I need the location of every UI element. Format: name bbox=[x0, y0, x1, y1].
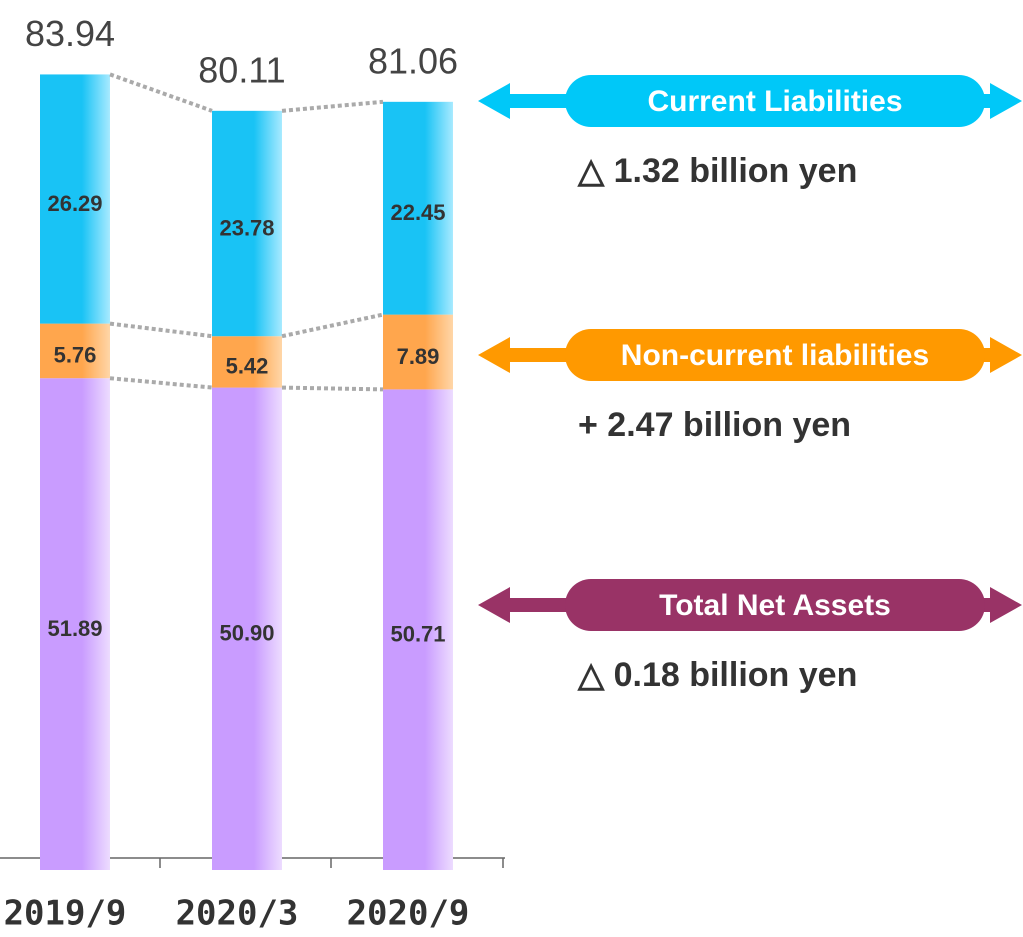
bar-segment bbox=[40, 323, 110, 379]
x-tick-label: 2020/9 bbox=[347, 894, 470, 934]
value-label: 50.90 bbox=[219, 621, 274, 646]
legend-label: Total Net Assets bbox=[659, 589, 891, 622]
connector bbox=[281, 385, 384, 392]
bar-segment bbox=[383, 389, 453, 870]
bar-segment bbox=[212, 110, 282, 337]
total-label: 83.94 bbox=[25, 13, 115, 54]
annotation: △ 1.32 billion yen bbox=[577, 152, 857, 190]
connector bbox=[109, 376, 213, 390]
bar-segment bbox=[212, 336, 282, 388]
connector bbox=[109, 321, 213, 339]
value-label: 7.89 bbox=[397, 344, 440, 369]
bar-segment bbox=[383, 314, 453, 390]
value-label: 51.89 bbox=[47, 616, 102, 641]
value-label: 5.42 bbox=[226, 354, 269, 379]
bar-segment bbox=[40, 378, 110, 870]
legend-label: Current Liabilities bbox=[647, 85, 902, 118]
x-tick-label: 2019/9 bbox=[4, 894, 127, 934]
value-label: 23.78 bbox=[219, 215, 274, 240]
x-tick-label: 2020/3 bbox=[176, 894, 299, 934]
total-label: 81.06 bbox=[368, 40, 458, 81]
bar-segment bbox=[40, 74, 110, 324]
bar-segment bbox=[383, 101, 453, 315]
legend-pill bbox=[565, 75, 985, 127]
value-label: 22.45 bbox=[390, 200, 445, 225]
value-label: 5.76 bbox=[54, 343, 97, 368]
connector bbox=[109, 72, 213, 113]
bar-segment bbox=[212, 387, 282, 870]
connector bbox=[281, 99, 384, 113]
legend-label: Non-current liabilities bbox=[621, 339, 929, 372]
value-label: 26.29 bbox=[47, 191, 102, 216]
legend-pill bbox=[565, 329, 985, 381]
value-label: 50.71 bbox=[390, 622, 445, 647]
legend-pill bbox=[565, 579, 985, 631]
annotation: + 2.47 billion yen bbox=[578, 406, 851, 444]
annotation: △ 0.18 billion yen bbox=[577, 656, 857, 694]
connector bbox=[281, 312, 384, 339]
total-label: 80.11 bbox=[198, 49, 285, 90]
